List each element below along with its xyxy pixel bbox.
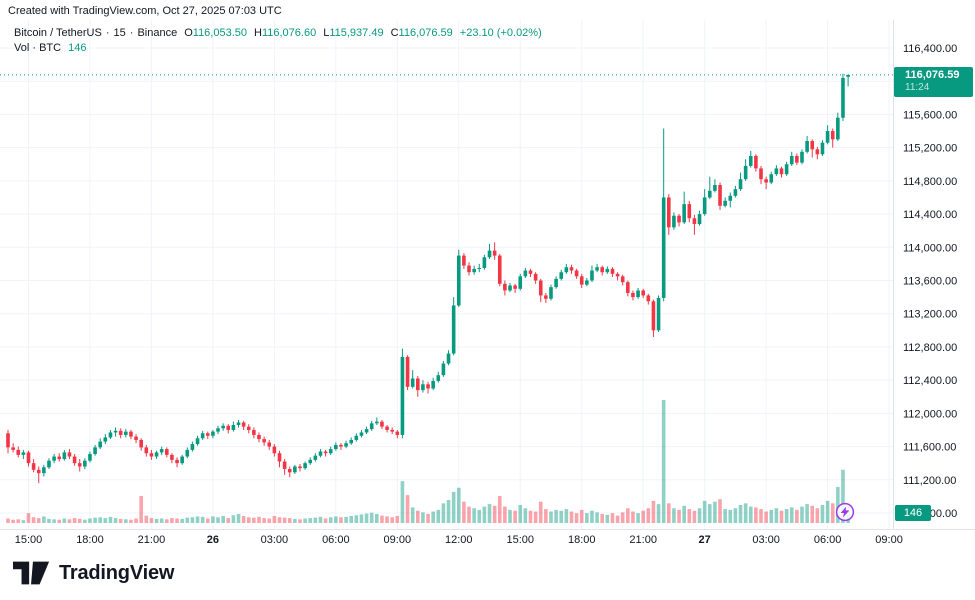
- price-axis-label: 114,000.00: [903, 242, 957, 254]
- time-axis-label: 15:00: [506, 534, 534, 546]
- candlestick-series: [6, 73, 850, 484]
- price-axis-label: 115,600.00: [903, 109, 957, 121]
- time-axis-label: 03:00: [261, 534, 289, 546]
- time-axis-label: 18:00: [76, 534, 104, 546]
- price-axis-label: 112,400.00: [903, 375, 957, 387]
- volume-label: Vol · BTC: [14, 42, 62, 54]
- time-axis-label: 21:00: [629, 534, 657, 546]
- price-axis-label: 113,200.00: [903, 309, 957, 321]
- symbol-legend-row[interactable]: Bitcoin / TetherUS · 15 · Binance O116,0…: [14, 26, 542, 41]
- time-axis-label: 15:00: [15, 534, 43, 546]
- time-axis[interactable]: [0, 530, 893, 552]
- time-axis-label: 12:00: [445, 534, 473, 546]
- axis-borders: [0, 20, 975, 530]
- ohlc-low: L115,937.49: [323, 27, 384, 39]
- current-price-value: 116,076.59: [905, 69, 960, 81]
- footer: TradingView: [13, 560, 174, 586]
- chart-canvas[interactable]: 116,400.00 115,600.00 115,200.00 114,800.00…: [0, 0, 975, 558]
- current-price-label: 116,076.59 11:24: [894, 67, 973, 97]
- price-axis-label: 114,400.00: [903, 209, 957, 221]
- separator-dot: ·: [105, 27, 110, 39]
- symbol-interval[interactable]: 15: [113, 27, 126, 39]
- tradingview-logo-link[interactable]: TradingView: [13, 560, 174, 586]
- time-axis-label: 21:00: [138, 534, 166, 546]
- price-axis-label: 116,400.00: [903, 43, 957, 55]
- lightning-icon: [835, 502, 855, 522]
- price-axis-label: 114,800.00: [903, 176, 957, 188]
- brand-name: TradingView: [59, 561, 175, 584]
- price-axis-label: 111,200.00: [903, 475, 956, 487]
- time-axis-label: 18:00: [568, 534, 596, 546]
- volume-series: [6, 400, 850, 523]
- current-volume-label: 146: [895, 505, 931, 521]
- ohlc-open: O116,053.50: [184, 27, 248, 39]
- price-axis-label: 112,800.00: [903, 342, 957, 354]
- time-axis-label: 06:00: [322, 534, 350, 546]
- time-axis-label: 27: [699, 534, 711, 546]
- symbol-title[interactable]: Bitcoin / TetherUS: [14, 27, 102, 39]
- time-axis-label: 06:00: [814, 534, 842, 546]
- time-axis-label: 26: [207, 534, 219, 546]
- time-axis-label: 09:00: [875, 534, 903, 546]
- credit-line: Created with TradingView.com, Oct 27, 20…: [8, 5, 282, 17]
- price-axis-label: 113,600.00: [903, 276, 957, 288]
- chart-pane[interactable]: [0, 20, 893, 523]
- candle-countdown: 11:24: [905, 82, 930, 93]
- time-axis-label: 09:00: [384, 534, 412, 546]
- volume-legend-row[interactable]: Vol · BTC 146: [14, 41, 542, 56]
- tradingview-logo-icon: [13, 561, 50, 585]
- instant-trading-button[interactable]: [835, 502, 855, 522]
- ohlc-close: C116,076.59: [390, 27, 453, 39]
- chart-legend: Bitcoin / TetherUS · 15 · Binance O116,0…: [14, 26, 542, 56]
- symbol-exchange[interactable]: Binance: [137, 27, 178, 39]
- price-change: +23.10 (+0.02%): [459, 27, 542, 39]
- volume-value: 146: [68, 42, 87, 54]
- price-axis-label: 111,600.00: [903, 442, 956, 454]
- time-axis-label: 03:00: [752, 534, 780, 546]
- ohlc-high: H116,076.60: [254, 27, 317, 39]
- time-axis-labels: 15:00 18:00 21:00 26 03:00 06:00 09:00 12:00 15:…: [15, 534, 903, 546]
- price-axis-label: 112,000.00: [903, 408, 957, 420]
- separator-dot: ·: [129, 27, 134, 39]
- price-axis-label: 115,200.00: [903, 143, 957, 155]
